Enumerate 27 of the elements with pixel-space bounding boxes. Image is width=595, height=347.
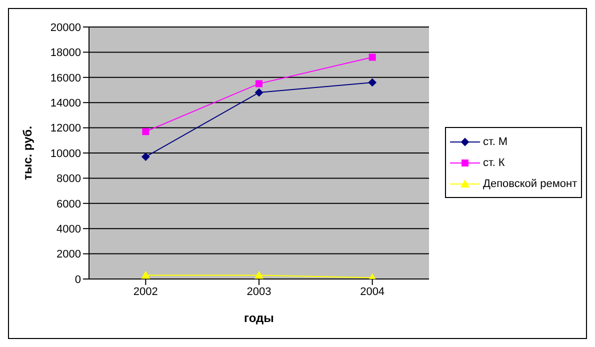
y-tick-label: 2000 <box>56 248 81 261</box>
point <box>368 78 376 86</box>
y-tick-label: 14000 <box>50 98 81 110</box>
y-tick-label: 10000 <box>50 148 81 160</box>
y-tick-label: 20000 <box>50 22 81 34</box>
point <box>255 88 263 97</box>
x-tick-label: 2002 <box>133 286 158 298</box>
legend-label: ст. К <box>483 156 505 168</box>
y-tick-label: 18000 <box>50 47 81 60</box>
legend-label: Деповской ремонт <box>483 178 578 190</box>
y-tick-label: 6000 <box>56 198 81 210</box>
point <box>142 128 150 136</box>
y-tick-label: 4000 <box>56 224 81 236</box>
y-tick-label: 16000 <box>50 72 81 84</box>
point <box>368 54 376 61</box>
point <box>254 270 264 279</box>
y-tick-label: 0 <box>74 274 81 286</box>
x-axis-title: годы <box>244 311 274 325</box>
x-tick-label: 2004 <box>360 286 385 298</box>
point <box>142 152 150 161</box>
y-tick-label: 8000 <box>56 173 81 186</box>
legend-label: ст. М <box>483 136 508 148</box>
point <box>141 270 150 279</box>
y-tick-label: 12000 <box>50 122 81 135</box>
y-axis-title: тыс. руб. <box>20 126 34 180</box>
point <box>256 80 262 88</box>
x-tick-label: 2003 <box>246 286 272 298</box>
